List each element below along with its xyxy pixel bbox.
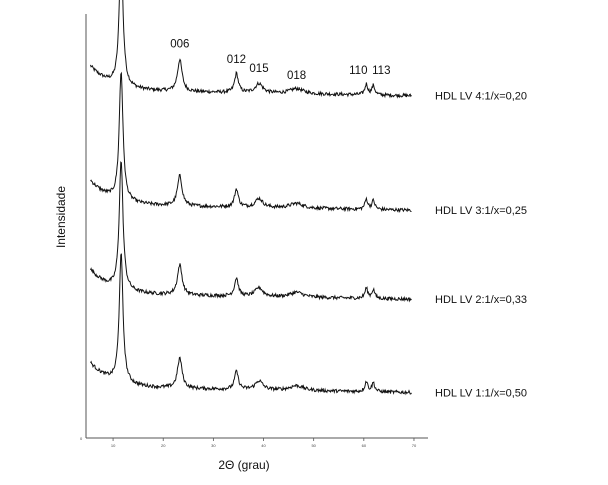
- x-tick-label: 20: [161, 443, 166, 448]
- series-line: [90, 161, 412, 303]
- x-tick-label: 70: [412, 443, 417, 448]
- x-tick-label: 40: [261, 443, 266, 448]
- peak-label: 015: [249, 63, 268, 75]
- x-tick-label: 30: [211, 443, 216, 448]
- peak-label: 113: [372, 65, 390, 77]
- series-line: [90, 253, 412, 396]
- x-ticks: 10 20 30 40 50 60 70: [111, 438, 417, 448]
- axes: 0: [80, 14, 428, 441]
- peak-label: 110: [349, 65, 367, 77]
- peak-labels: 003006012015018110113: [170, 38, 390, 82]
- series-label: HDL LV 4:1/x=0,20: [435, 91, 527, 103]
- x-tick-label: 10: [111, 443, 116, 448]
- series-label: HDL LV 2:1/x=0,33: [435, 294, 527, 306]
- x-axis-label: 2Θ (grau): [218, 458, 269, 472]
- series-line: [90, 71, 412, 213]
- series-line: [90, 0, 412, 99]
- peak-label: 012: [227, 54, 246, 66]
- y-origin-label: 0: [80, 436, 83, 441]
- series-label: HDL LV 3:1/x=0,25: [435, 205, 527, 217]
- x-tick-label: 50: [311, 443, 316, 448]
- y-axis-label: Intensidade: [54, 186, 68, 248]
- series-labels: HDL LV 4:1/x=0,20 HDL LV 3:1/x=0,25 HDL LV…: [435, 91, 527, 400]
- peak-label: 006: [170, 38, 189, 50]
- x-tick-label: 60: [362, 443, 367, 448]
- series-label: HDL LV 1:1/x=0,50: [435, 388, 527, 400]
- peak-label: 018: [287, 70, 306, 82]
- series-curves: [90, 0, 412, 396]
